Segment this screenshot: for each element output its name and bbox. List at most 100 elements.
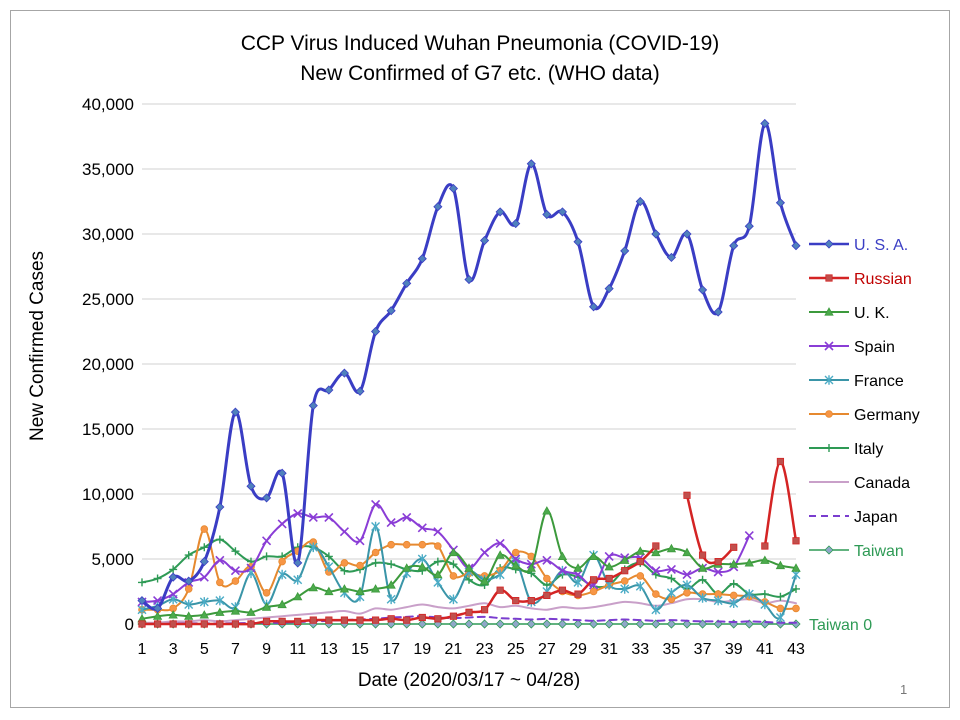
legend-marker <box>824 341 834 351</box>
data-point-u-k <box>448 547 459 557</box>
data-point-spain <box>308 512 318 522</box>
data-point-spain <box>386 518 396 528</box>
data-point-italy <box>262 552 271 561</box>
data-point-russian <box>387 615 395 623</box>
x-tick-label: 29 <box>569 641 587 658</box>
data-point-russian <box>153 620 162 628</box>
data-point-u-k <box>729 559 739 568</box>
data-point-russian <box>247 620 255 628</box>
data-point-russian <box>636 558 644 566</box>
legend-label: Japan <box>854 509 898 526</box>
data-point-u-s-a <box>464 274 474 285</box>
data-point-u-s-a <box>760 118 770 129</box>
data-point-u-s-a <box>651 229 661 239</box>
data-point-u-k <box>775 560 786 570</box>
data-point-russian <box>527 597 535 605</box>
data-point-germany <box>589 587 598 596</box>
data-point-russian <box>262 617 271 626</box>
data-point-spain <box>666 564 676 574</box>
data-point-germany <box>636 572 645 580</box>
data-point-u-s-a <box>324 385 334 395</box>
data-point-russian <box>231 620 240 628</box>
y-axis-label: New Confirmed Cases <box>27 251 48 441</box>
x-tick-label: 21 <box>445 641 463 658</box>
data-point-u-s-a <box>277 468 287 478</box>
y-tick-label: 40,000 <box>82 95 134 114</box>
data-point-germany <box>231 577 240 585</box>
x-tick-label: 17 <box>382 641 400 658</box>
data-point-u-s-a <box>635 196 645 207</box>
data-point-u-k <box>246 607 256 616</box>
data-point-u-k <box>620 555 630 564</box>
data-point-germany <box>511 548 520 557</box>
data-point-spain <box>246 563 256 573</box>
data-point-u-k <box>588 551 599 560</box>
x-tick-label: 5 <box>200 641 209 658</box>
data-point-france <box>386 594 396 605</box>
data-point-russian <box>169 620 177 628</box>
y-tick-label: 20,000 <box>82 355 134 374</box>
data-point-italy <box>449 560 458 569</box>
x-tick-label: 11 <box>289 641 306 658</box>
data-point-germany <box>683 588 691 597</box>
data-point-italy <box>433 557 442 566</box>
legend-item-canada: Canada <box>809 475 910 492</box>
data-point-u-s-a <box>339 368 349 378</box>
data-point-russian <box>185 620 193 628</box>
data-point-spain <box>262 536 272 546</box>
data-point-u-k <box>152 611 163 620</box>
data-point-russian <box>574 590 582 598</box>
data-point-france <box>620 584 630 594</box>
data-point-u-s-a <box>293 558 303 568</box>
taiwan-zero-annotation: Taiwan 0 <box>809 617 872 634</box>
data-point-germany <box>340 559 349 567</box>
y-tick-label: 30,000 <box>82 225 134 244</box>
data-point-spain <box>168 589 178 599</box>
legend-item-france: France <box>809 373 904 390</box>
data-point-france <box>277 569 287 580</box>
data-point-italy <box>698 575 707 584</box>
data-point-u-k <box>666 543 677 553</box>
data-point-taiwan <box>620 619 630 629</box>
data-point-italy <box>792 584 800 593</box>
data-point-taiwan <box>495 619 505 629</box>
data-point-france <box>729 598 739 608</box>
legend-item-japan: Japan <box>809 509 898 526</box>
x-tick-label: 37 <box>694 641 712 658</box>
y-tick-label: 15,000 <box>82 420 134 439</box>
data-point-russian <box>371 616 380 624</box>
data-point-spain <box>557 566 567 576</box>
data-point-u-k <box>277 599 287 609</box>
data-point-france <box>215 595 225 606</box>
data-point-u-k <box>479 576 490 585</box>
data-point-spain <box>371 499 381 509</box>
x-tick-label: 9 <box>262 641 271 658</box>
legend-marker <box>824 239 834 249</box>
series-canada <box>141 597 797 624</box>
data-point-france <box>573 577 583 588</box>
data-point-taiwan <box>573 619 583 629</box>
data-point-u-k <box>417 561 427 571</box>
x-tick-label: 3 <box>169 641 178 658</box>
data-point-germany <box>776 604 785 613</box>
data-point-germany <box>262 588 271 597</box>
data-point-germany <box>184 585 193 593</box>
data-point-taiwan <box>651 619 661 629</box>
data-point-u-s-a <box>199 557 209 567</box>
y-tick-labels: 0 5,000 10,000 15,000 20,000 25,000 30,000 35,0… <box>82 95 134 634</box>
data-point-spain <box>744 531 754 541</box>
data-point-germany <box>418 540 427 549</box>
data-point-italy <box>651 570 660 579</box>
data-point-germany <box>200 525 209 533</box>
data-point-russian <box>480 606 489 614</box>
y-tick-label: 5,000 <box>91 550 134 569</box>
legend-label: Russian <box>854 271 912 288</box>
data-point-russian <box>403 616 411 624</box>
data-point-france <box>713 595 723 606</box>
data-point-germany <box>543 574 551 583</box>
data-point-taiwan <box>542 619 552 629</box>
data-point-u-k <box>495 550 505 559</box>
data-point-u-s-a <box>480 235 490 246</box>
data-point-u-k <box>557 551 568 560</box>
x-tick-label: 25 <box>507 641 525 658</box>
